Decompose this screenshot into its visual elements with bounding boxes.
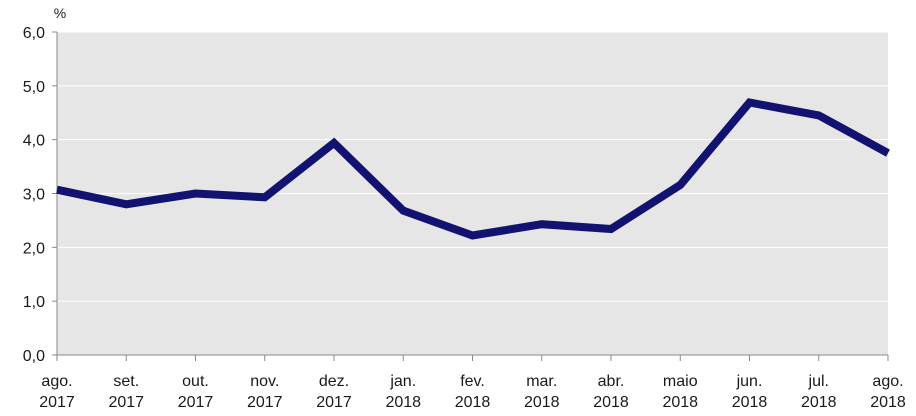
- series-layer: [56, 98, 890, 240]
- x-tick-label-year: 2017: [247, 394, 283, 411]
- x-tick-label-year: 2018: [662, 394, 698, 411]
- x-tick-label-month: jun.: [736, 373, 763, 390]
- y-axis-unit-label: %: [54, 5, 66, 21]
- x-tick-label-year: 2018: [732, 394, 768, 411]
- x-tick-label-year: 2017: [39, 394, 75, 411]
- x-tick-label-month: mar.: [526, 373, 557, 390]
- series-line: [56, 98, 890, 240]
- x-tick-label-month: maio: [663, 373, 698, 390]
- x-tick-label-month: ago.: [872, 373, 903, 390]
- x-tick-label-month: ago.: [41, 373, 72, 390]
- x-axis-labels: ago. 2017 set. 2017 out. 2017 nov. 2017 dez. 2017…: [39, 373, 906, 411]
- x-tick-label-month: dez.: [319, 373, 349, 390]
- x-tick-label-year: 2018: [455, 394, 491, 411]
- y-tick-label: 4,0: [23, 133, 45, 150]
- y-tick-label: 6,0: [23, 25, 45, 42]
- x-tick-label-month: abr.: [598, 373, 625, 390]
- x-tick-label-year: 2018: [870, 394, 906, 411]
- y-axis-labels: 0,0 1,0 2,0 3,0 4,0 5,0 6,0: [23, 25, 45, 365]
- y-tick-label: 2,0: [23, 240, 45, 257]
- x-tick-label-year: 2018: [593, 394, 629, 411]
- x-tick-label-month: jul.: [808, 373, 829, 390]
- y-tick-label: 5,0: [23, 79, 45, 96]
- x-tick-label-year: 2018: [385, 394, 421, 411]
- x-tick-label-year: 2018: [524, 394, 560, 411]
- x-tick-label-year: 2017: [108, 394, 144, 411]
- x-tick-label-year: 2018: [801, 394, 837, 411]
- x-tick-label-year: 2017: [316, 394, 352, 411]
- x-tick-label-month: out.: [182, 373, 209, 390]
- y-tick-label: 0,0: [23, 348, 45, 365]
- x-tick-label-year: 2017: [178, 394, 214, 411]
- x-tick-label-month: jan.: [389, 373, 416, 390]
- x-tick-label-month: fev.: [460, 373, 485, 390]
- x-tick-label-month: nov.: [250, 373, 279, 390]
- y-tick-label: 1,0: [23, 294, 45, 311]
- x-tick-label-month: set.: [113, 373, 139, 390]
- y-tick-label: 3,0: [23, 187, 45, 204]
